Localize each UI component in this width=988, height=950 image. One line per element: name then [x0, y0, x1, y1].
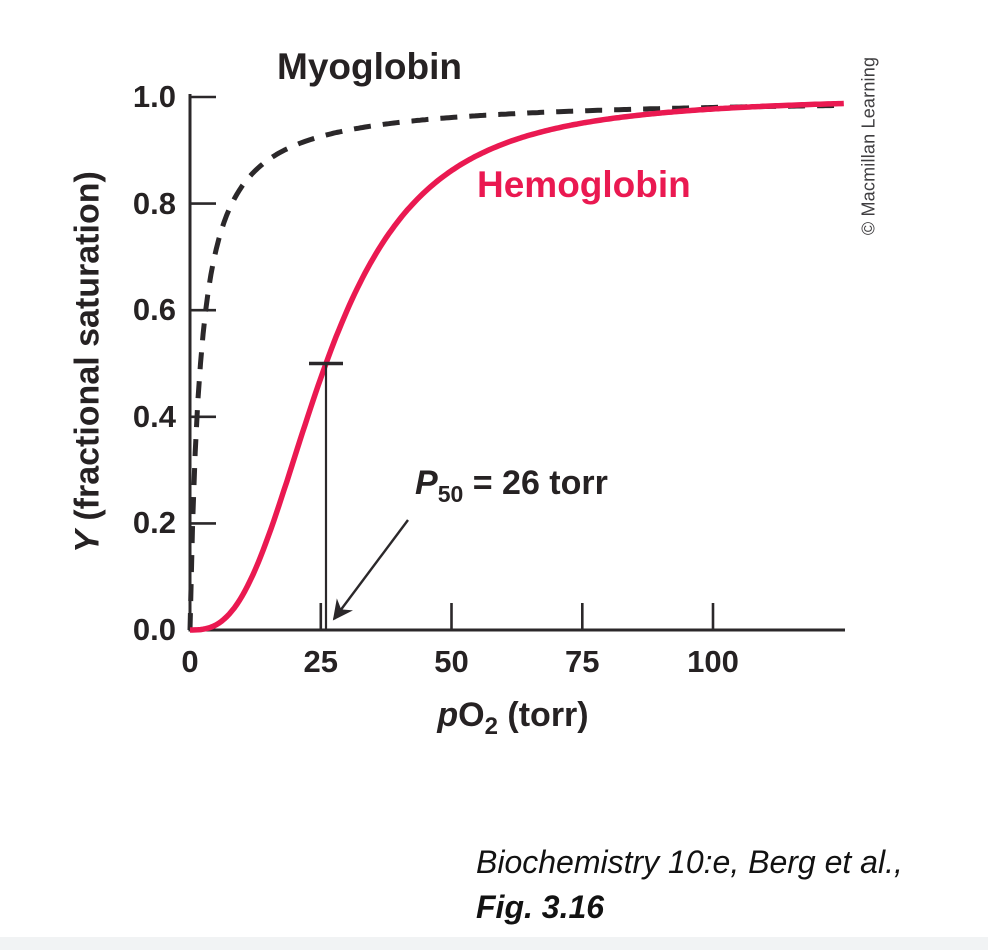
x-axis-label-italic-p: p [437, 696, 459, 734]
source-citation: Biochemistry 10:e, Berg et al., Fig. 3.1… [476, 840, 903, 931]
citation-line1: Biochemistry 10:e, Berg et al., [476, 844, 903, 880]
x-tick-label: 25 [303, 644, 338, 679]
y-axis-label: Y (fractional saturation) [69, 171, 108, 553]
x-axis-label: pO2 (torr) [437, 696, 588, 741]
x-axis-label-subscript: 2 [484, 712, 498, 740]
macmillan-copyright: © Macmillan Learning [858, 56, 879, 236]
y-tick-label: 0.6 [132, 292, 176, 328]
y-axis-label-italic-Y: Y [68, 530, 107, 553]
p50-symbol: P [415, 464, 438, 502]
p50-annotation: P50 = 26 torr [415, 464, 608, 508]
x-tick-label: 50 [434, 644, 469, 679]
bottom-edge-strip [0, 937, 988, 950]
y-tick-label: 0.4 [132, 398, 176, 434]
x-axis-label-unit: (torr) [497, 696, 589, 734]
p50-value: = 26 torr [463, 464, 608, 502]
x-tick-label: 0 [181, 644, 199, 679]
hemoglobin-curve-label: Hemoglobin [477, 164, 691, 205]
y-tick-label: 0.0 [132, 612, 176, 647]
x-tick-label: 75 [565, 644, 600, 679]
y-tick-label: 1.0 [132, 79, 176, 114]
p50-subscript: 50 [437, 480, 464, 507]
x-tick-label: 100 [687, 644, 739, 679]
citation-line2: Fig. 3.16 [476, 889, 605, 926]
y-tick-label: 0.8 [132, 185, 176, 221]
y-axis-label-text: (fractional saturation) [68, 171, 107, 531]
myoglobin-curve-label: Myoglobin [277, 46, 462, 87]
y-tick-label: 0.2 [132, 505, 176, 541]
x-axis-label-main: O [458, 696, 485, 734]
